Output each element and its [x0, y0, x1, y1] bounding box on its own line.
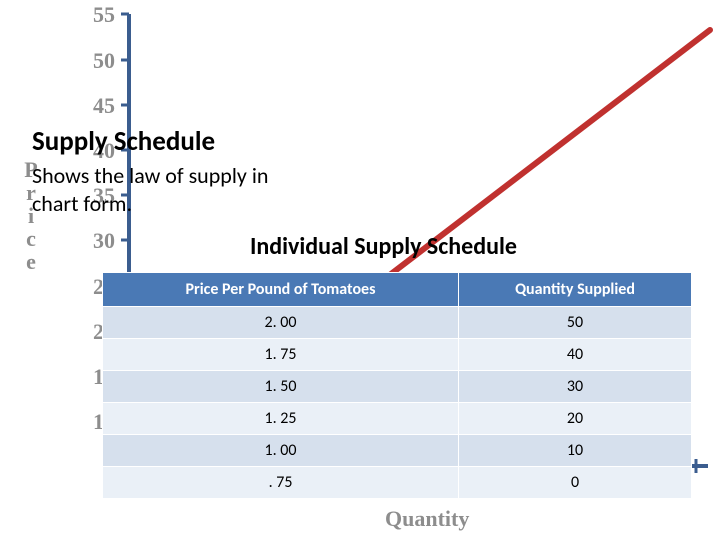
table-cell: 1. 25	[103, 403, 459, 435]
page-subtitle: Shows the law of supply in chart form.	[32, 162, 312, 217]
supply-table: Price Per Pound of TomatoesQuantity Supp…	[102, 272, 692, 499]
table-cell: 1. 50	[103, 371, 459, 403]
table-cell: 0	[459, 467, 692, 499]
table-cell: 50	[459, 307, 692, 339]
table-header: Quantity Supplied	[459, 273, 692, 307]
table-cell: 1. 75	[103, 339, 459, 371]
table-cell: 10	[459, 435, 692, 467]
table-cell: 20	[459, 403, 692, 435]
table-cell: 2. 00	[103, 307, 459, 339]
table-row: . 750	[103, 467, 692, 499]
page-title: Supply Schedule	[32, 125, 215, 158]
table-title: Individual Supply Schedule	[250, 232, 517, 261]
table-row: 1. 2520	[103, 403, 692, 435]
table-cell: 1. 00	[103, 435, 459, 467]
table-header: Price Per Pound of Tomatoes	[103, 273, 459, 307]
table-row: 2. 0050	[103, 307, 692, 339]
table-row: 1. 0010	[103, 435, 692, 467]
table-cell: . 75	[103, 467, 459, 499]
x-axis-label: Quantity	[385, 506, 469, 532]
table-cell: 30	[459, 371, 692, 403]
table-cell: 40	[459, 339, 692, 371]
table-row: 1. 5030	[103, 371, 692, 403]
table-row: 1. 7540	[103, 339, 692, 371]
